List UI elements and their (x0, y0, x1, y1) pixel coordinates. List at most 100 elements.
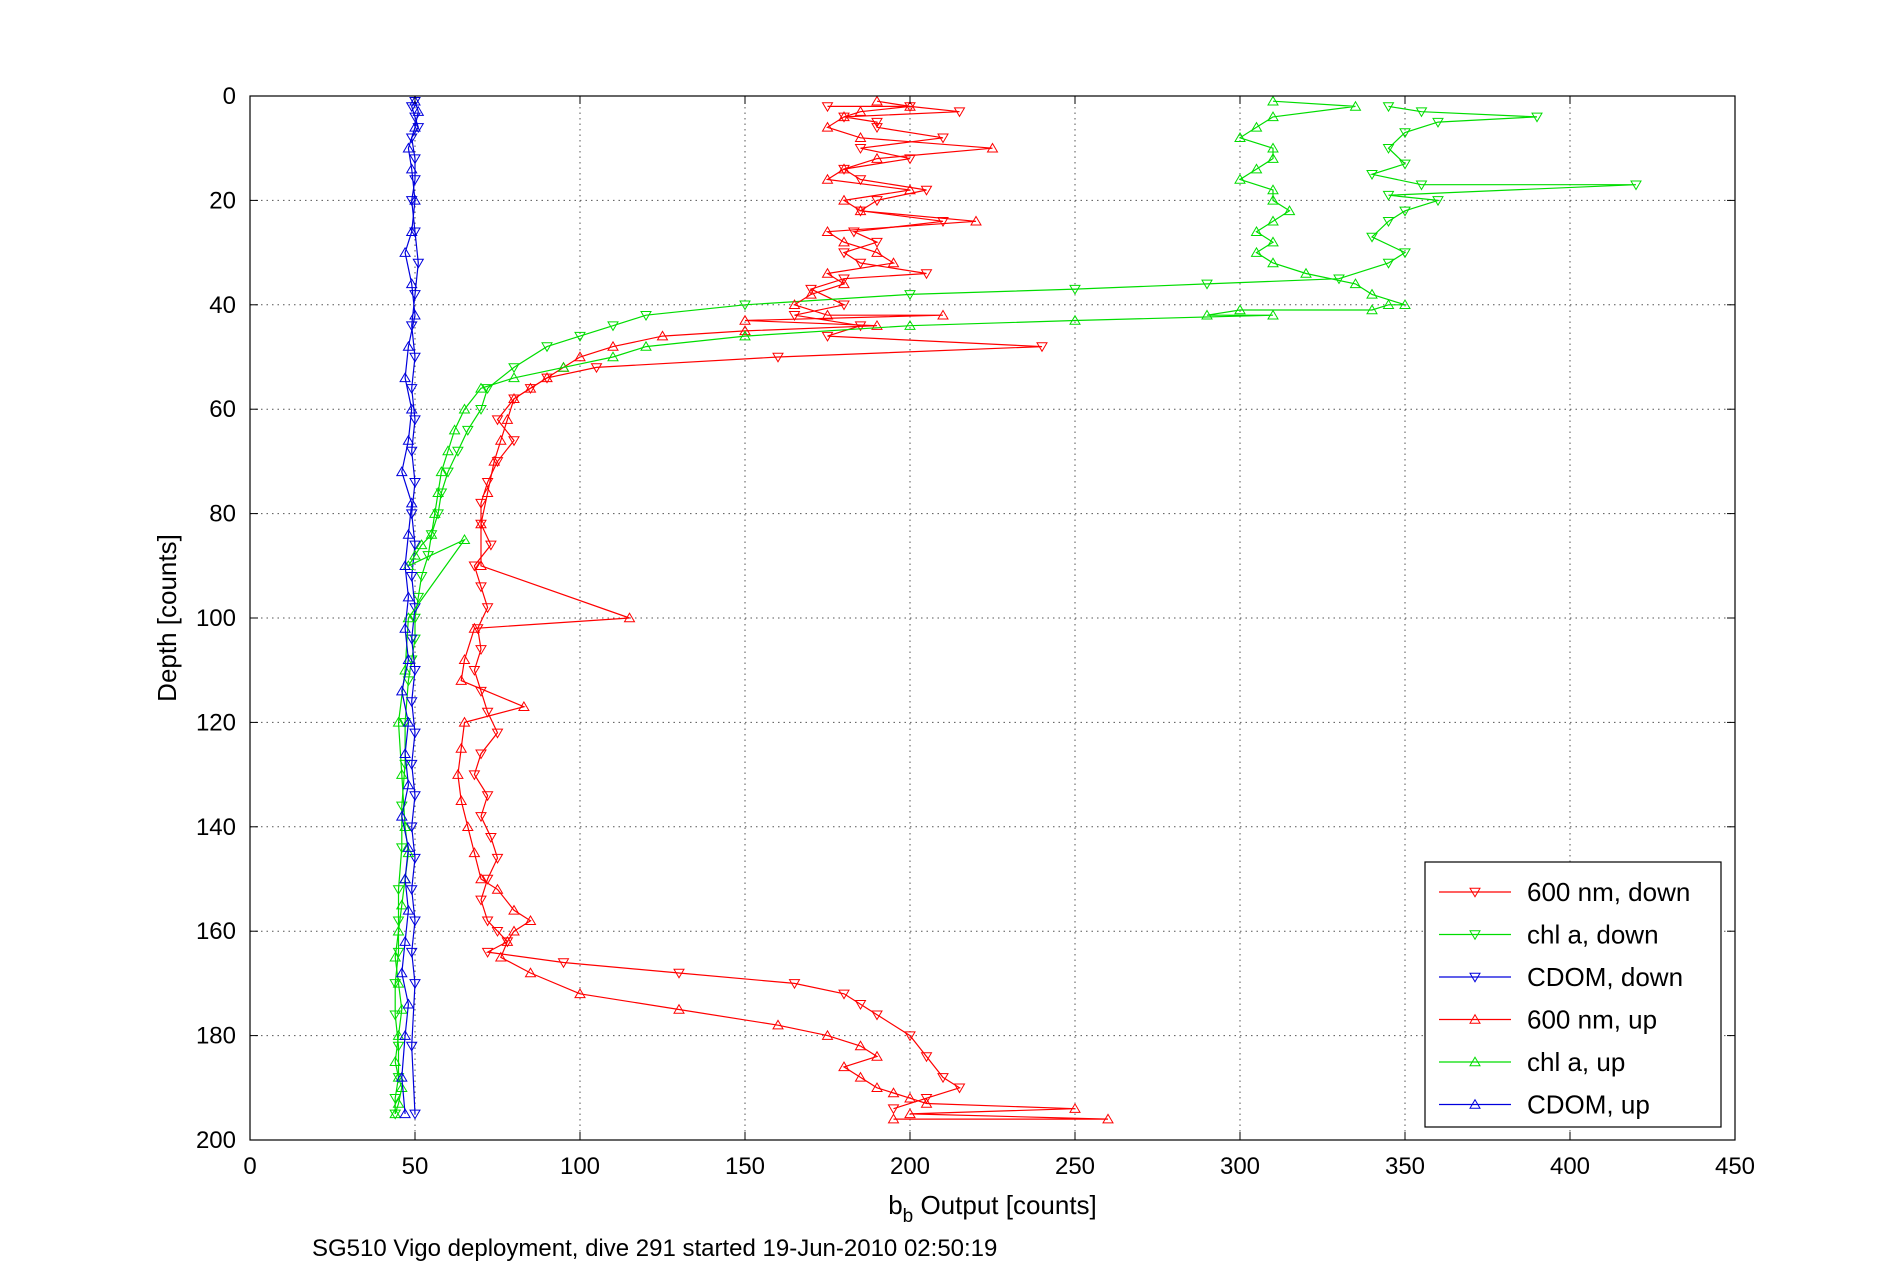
data-point (475, 873, 487, 884)
data-point (1366, 288, 1378, 299)
data-point (488, 455, 501, 466)
data-point (508, 925, 520, 936)
data-point (1267, 309, 1279, 320)
data-point (1283, 205, 1296, 216)
data-point (508, 372, 520, 383)
data-point (1102, 1113, 1114, 1124)
data-point (1366, 170, 1378, 181)
data-point (1267, 215, 1279, 226)
data-point (821, 225, 834, 236)
data-point (389, 1093, 402, 1104)
data-point (1267, 194, 1279, 205)
data-point (1415, 180, 1428, 191)
data-point (435, 466, 448, 477)
data-point (412, 105, 425, 116)
data-point (848, 227, 860, 238)
data-point (871, 246, 883, 257)
legend-label: 600 nm, up (1527, 1005, 1657, 1035)
data-point (435, 488, 448, 499)
x-tick-label: 150 (725, 1153, 765, 1180)
data-point (854, 205, 867, 216)
data-point (399, 759, 411, 770)
data-point (1201, 309, 1213, 320)
y-tick-label: 60 (209, 396, 236, 423)
data-point (953, 107, 966, 118)
data-point (920, 1052, 933, 1063)
data-point (409, 95, 421, 106)
data-point (389, 979, 402, 990)
legend-entry: chl a, up (1439, 1047, 1625, 1077)
data-point (904, 184, 916, 195)
data-point (412, 258, 425, 269)
data-point (409, 853, 421, 864)
data-point (432, 486, 444, 497)
data-point (788, 979, 801, 990)
data-point (405, 163, 418, 174)
data-point (409, 549, 421, 560)
data-point (458, 533, 471, 544)
data-point (468, 561, 481, 572)
data-point (395, 899, 408, 910)
series-line (394, 100, 1406, 1115)
legend-entry: chl a, down (1439, 920, 1659, 950)
data-point (475, 498, 487, 509)
data-point (399, 246, 411, 257)
data-point (409, 1109, 421, 1120)
data-point (395, 967, 408, 978)
data-point (838, 274, 850, 285)
data-point (395, 1003, 408, 1014)
series-1 (389, 102, 1642, 1120)
data-point (854, 143, 867, 154)
data-point (392, 916, 405, 927)
data-point (452, 768, 464, 779)
data-point (405, 509, 418, 520)
data-point (904, 100, 916, 111)
data-point (392, 885, 405, 896)
data-point (557, 958, 570, 969)
data-point (838, 112, 850, 123)
data-point (607, 340, 619, 351)
data-point (508, 363, 520, 374)
data-point (1399, 128, 1411, 139)
data-point (475, 812, 487, 823)
data-point (475, 382, 487, 393)
data-point (475, 686, 487, 697)
data-point (415, 539, 428, 550)
legend-entry: 600 nm, down (1439, 877, 1690, 907)
data-point (1201, 279, 1213, 290)
data-point (399, 1029, 411, 1040)
data-point (1432, 117, 1444, 128)
data-point (821, 331, 834, 342)
x-axis-label: bb Output [counts] (888, 1190, 1097, 1227)
data-point (805, 284, 817, 295)
data-point (937, 133, 949, 144)
data-point (409, 665, 421, 676)
data-point (541, 373, 553, 384)
data-point (409, 309, 421, 320)
data-point (475, 404, 487, 415)
data-point (838, 248, 850, 259)
data-point (1234, 173, 1246, 184)
data-point (739, 300, 751, 311)
data-point (838, 236, 850, 247)
data-point (1069, 314, 1081, 325)
data-point (485, 832, 497, 843)
data-point (399, 747, 411, 758)
data-point (402, 434, 415, 445)
x-tick-label: 50 (402, 1153, 429, 1180)
data-point (508, 904, 520, 915)
data-point (871, 196, 883, 207)
data-point (788, 299, 801, 310)
x-tick-label: 0 (243, 1153, 256, 1180)
data-point (481, 874, 494, 885)
data-point (1267, 95, 1279, 106)
legend-entry: 600 nm, up (1439, 1005, 1657, 1035)
data-point (904, 290, 916, 301)
data-point (402, 847, 415, 858)
legend-label: chl a, down (1527, 920, 1659, 950)
data-point (887, 257, 900, 268)
data-point (821, 121, 834, 132)
data-point (1234, 304, 1246, 315)
data-point (1267, 142, 1279, 153)
